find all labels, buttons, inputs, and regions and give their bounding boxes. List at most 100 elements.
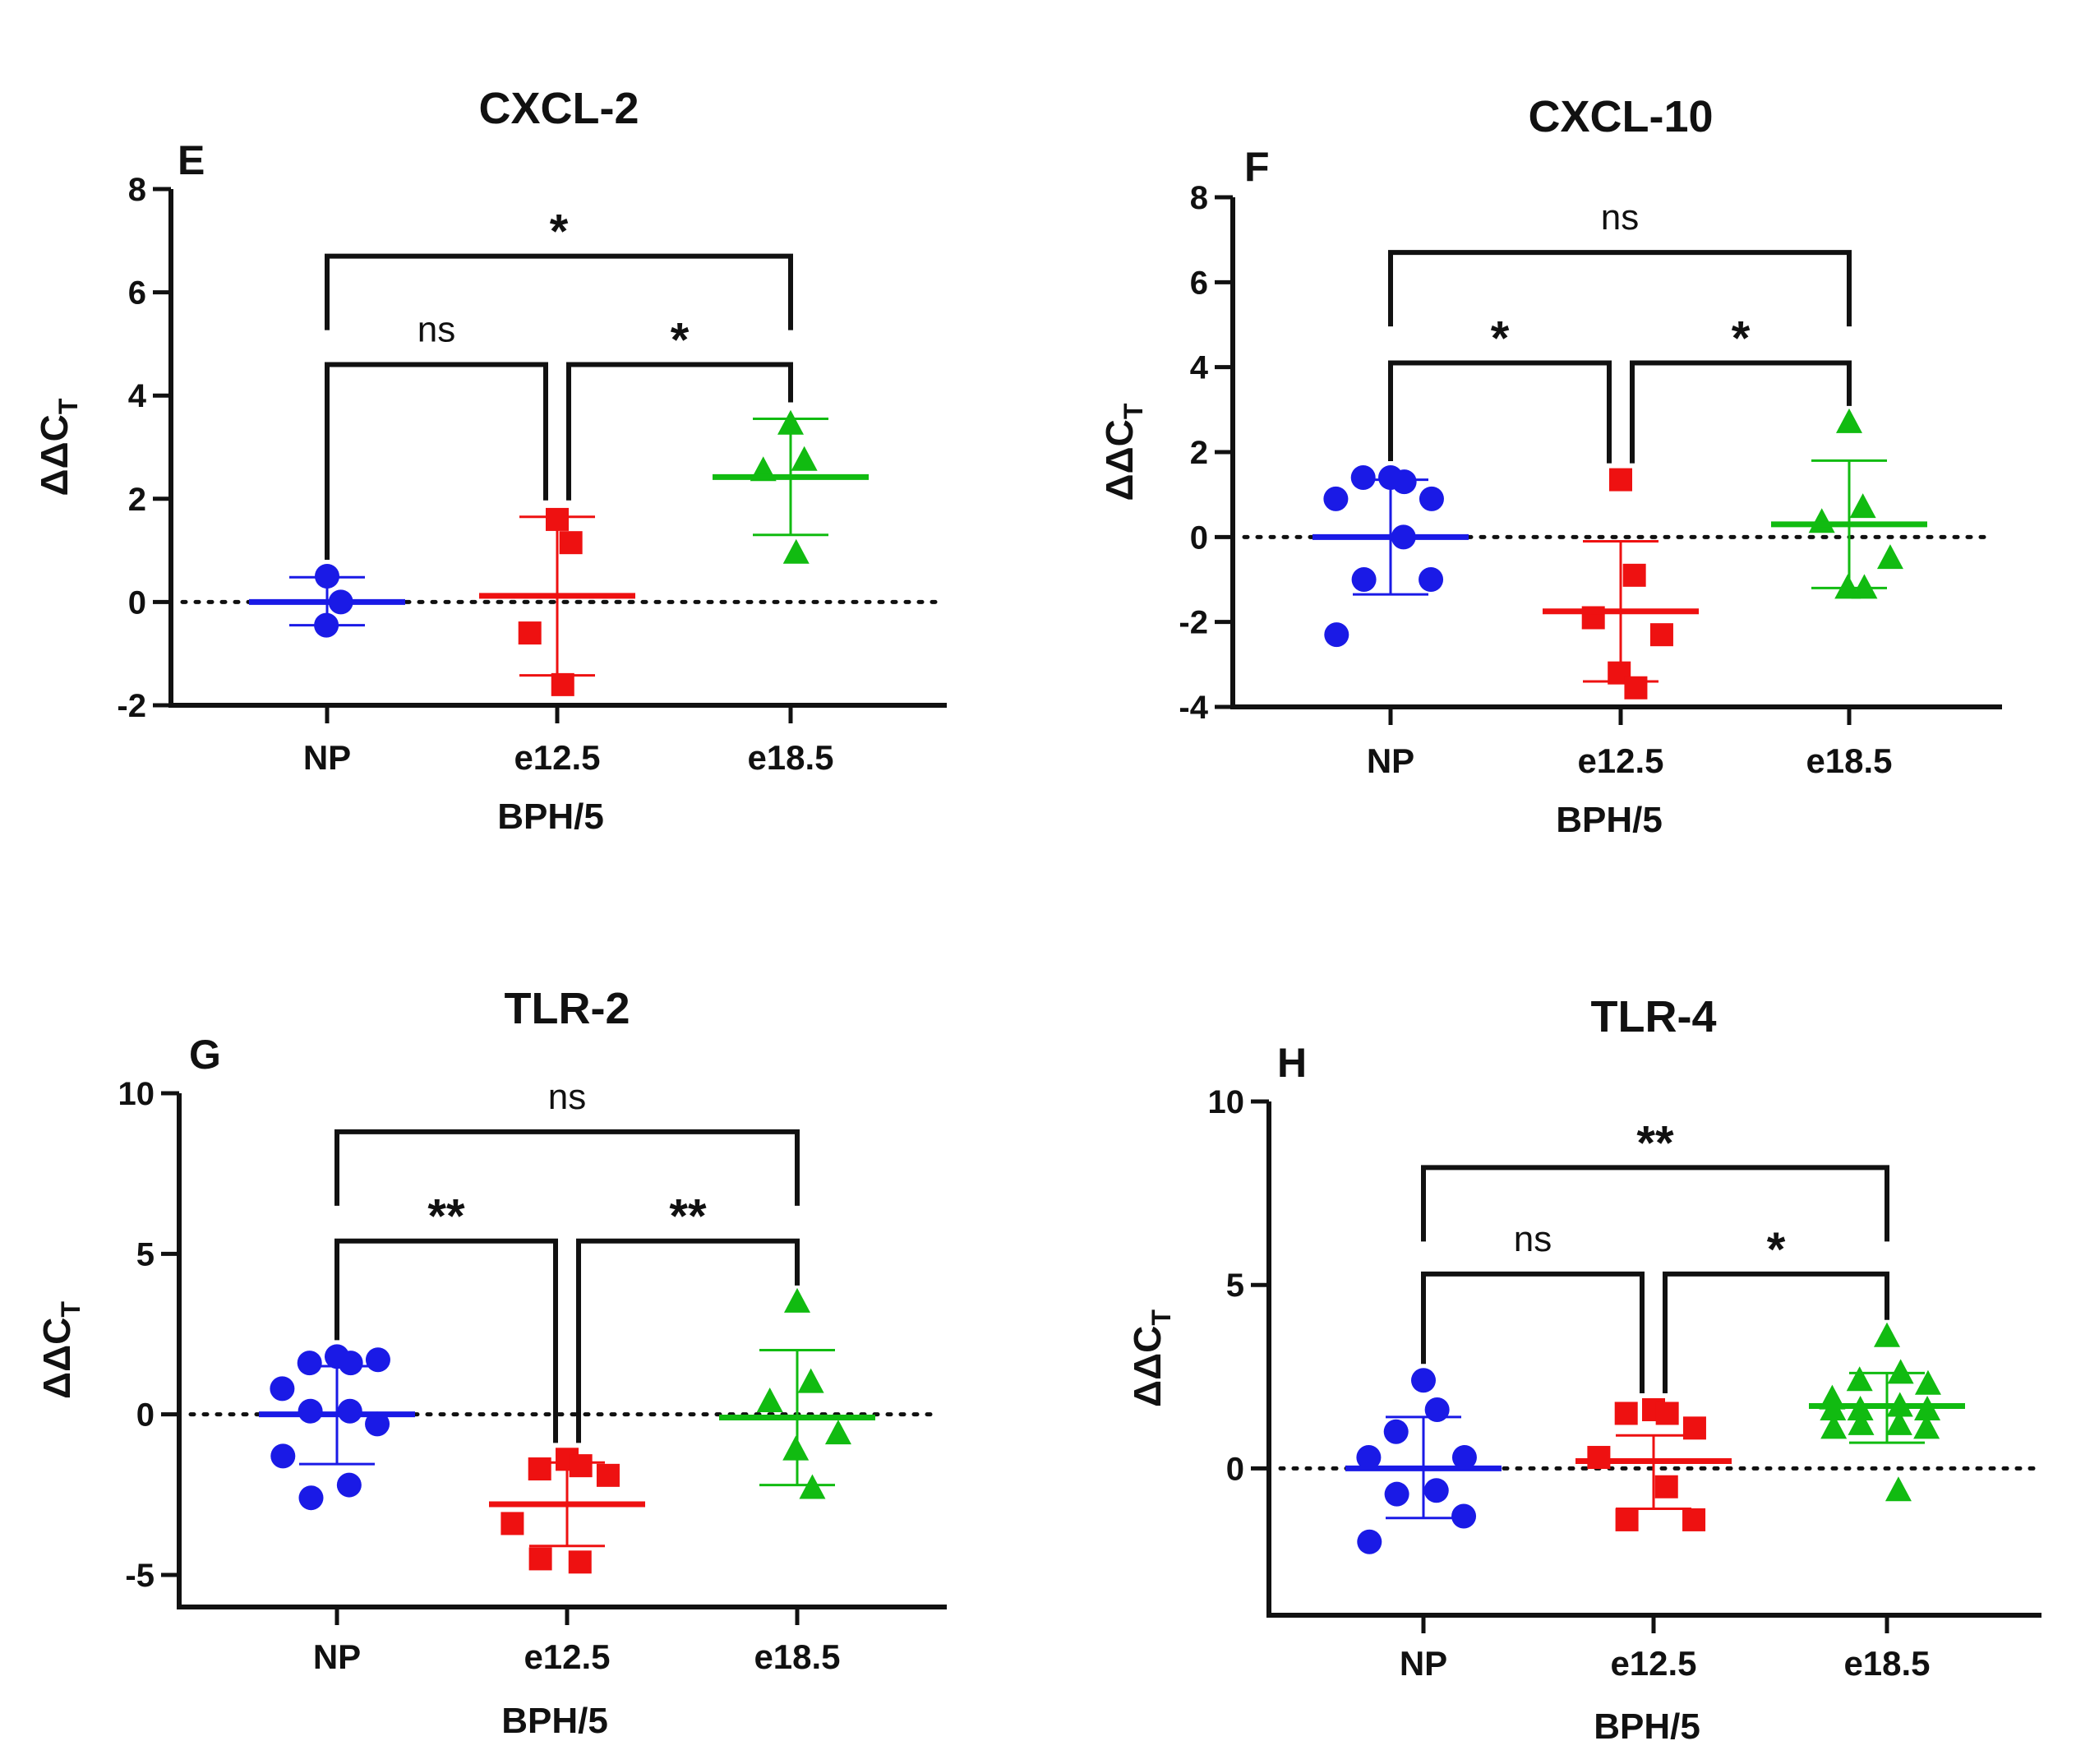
data-point — [270, 1376, 295, 1402]
y-tick-label: -2 — [117, 688, 146, 724]
data-point — [799, 1474, 826, 1499]
data-point — [1391, 469, 1417, 495]
significance-bracket: * — [1663, 1223, 1889, 1393]
y-tick-label: 2 — [128, 482, 146, 518]
data-point — [791, 446, 818, 471]
y-axis-label: ΔΔCT — [1126, 1309, 1176, 1407]
data-point — [1851, 574, 1878, 599]
data-point — [1419, 486, 1444, 511]
data-point — [336, 1472, 362, 1498]
x-axis-label: BPH/5 — [497, 797, 604, 837]
data-point — [365, 1411, 390, 1437]
y-tick-label: 6 — [1190, 265, 1208, 301]
data-point — [1609, 468, 1632, 492]
data-point — [1836, 408, 1862, 433]
x-axis-label: BPH/5 — [1594, 1706, 1700, 1747]
data-point — [1849, 493, 1876, 519]
x-tick-label: e12.5 — [524, 1637, 610, 1676]
data-point — [314, 612, 339, 638]
significance-label: ** — [427, 1190, 465, 1244]
y-axis-label: ΔΔCT — [1098, 403, 1148, 501]
data-point — [569, 1454, 593, 1478]
y-tick-label: 5 — [1226, 1268, 1244, 1304]
data-point — [797, 1368, 824, 1393]
x-tick-label: e18.5 — [754, 1637, 840, 1676]
data-point — [528, 1547, 552, 1571]
data-point — [1848, 1410, 1875, 1435]
significance-label: ns — [1601, 197, 1639, 238]
significance-label: ns — [1514, 1219, 1552, 1259]
data-point — [1451, 1445, 1477, 1471]
data-point — [298, 1485, 324, 1511]
y-tick-label: 10 — [118, 1076, 155, 1112]
panel-letter: G — [189, 1032, 221, 1078]
data-point — [1383, 1419, 1409, 1444]
bracket-line — [334, 1238, 558, 1443]
data-point — [1876, 544, 1903, 570]
data-point — [1587, 1446, 1611, 1470]
data-point — [756, 1388, 783, 1412]
data-point — [1874, 1322, 1900, 1347]
data-point — [1682, 1416, 1706, 1440]
data-point — [1622, 563, 1646, 587]
y-tick-label: 0 — [1190, 520, 1208, 556]
bracket-line — [1630, 360, 1852, 464]
y-tick-label: 0 — [1226, 1451, 1244, 1487]
x-tick-label: NP — [1400, 1644, 1447, 1683]
x-tick-label: e18.5 — [1843, 1644, 1930, 1683]
series-e18-5 — [719, 1287, 875, 1499]
significance-bracket: ns — [1421, 1219, 1645, 1393]
chart-title: CXCL-10 — [1528, 92, 1713, 141]
bracket-line — [1388, 250, 1852, 327]
data-point — [1350, 465, 1376, 490]
significance-label: * — [550, 205, 569, 259]
data-point — [1914, 1369, 1941, 1395]
data-point — [1424, 1397, 1450, 1422]
data-point — [501, 1512, 524, 1535]
bracket-line — [1421, 1165, 1889, 1242]
significance-label: ns — [418, 310, 455, 350]
series-np — [1345, 1368, 1502, 1554]
x-tick-label: e18.5 — [747, 738, 833, 777]
significance-bracket: ns — [325, 310, 548, 560]
significance-bracket: * — [325, 205, 793, 330]
bracket-line — [334, 1129, 800, 1206]
significance-bracket: * — [1388, 312, 1612, 464]
data-point — [1887, 1359, 1914, 1384]
panel-letter: H — [1277, 1040, 1307, 1086]
data-point — [1356, 1445, 1382, 1471]
y-tick-label: 8 — [128, 172, 146, 208]
data-point — [1411, 1368, 1436, 1393]
series-np — [1312, 465, 1469, 648]
data-point — [1384, 1481, 1409, 1507]
y-tick-label: 6 — [128, 275, 146, 312]
data-point — [1655, 1402, 1679, 1425]
data-point — [1682, 1508, 1706, 1531]
y-tick-label: 4 — [128, 378, 147, 414]
chart-title: TLR-4 — [1591, 992, 1717, 1041]
y-tick-label: 5 — [136, 1236, 155, 1272]
significance-label: ** — [669, 1190, 707, 1244]
significance-label: ns — [548, 1077, 586, 1117]
series-np — [259, 1344, 415, 1511]
data-point — [298, 1398, 323, 1424]
data-point — [1808, 508, 1835, 533]
chart-title: CXCL-2 — [478, 84, 639, 133]
y-axis-label: ΔΔCT — [33, 398, 83, 496]
y-tick-label: 0 — [136, 1397, 155, 1434]
y-tick-label: -5 — [125, 1558, 155, 1594]
y-tick-label: 10 — [1208, 1084, 1245, 1120]
data-point — [1451, 1503, 1477, 1529]
data-point — [824, 1420, 851, 1445]
significance-bracket: ** — [576, 1190, 800, 1443]
panel-e: CXCL-2 E -2 0 2 4 6 8 NP e12.5 e18.5 BPH/5 ΔΔCT ns * * — [33, 84, 947, 837]
series-e12-5 — [1543, 468, 1699, 700]
data-point — [365, 1347, 390, 1373]
y-tick-label: -4 — [1179, 690, 1208, 726]
data-point — [1419, 567, 1444, 592]
bracket-line — [1421, 1271, 1645, 1393]
x-tick-label: e12.5 — [1610, 1644, 1696, 1683]
series-e12-5 — [479, 507, 635, 696]
